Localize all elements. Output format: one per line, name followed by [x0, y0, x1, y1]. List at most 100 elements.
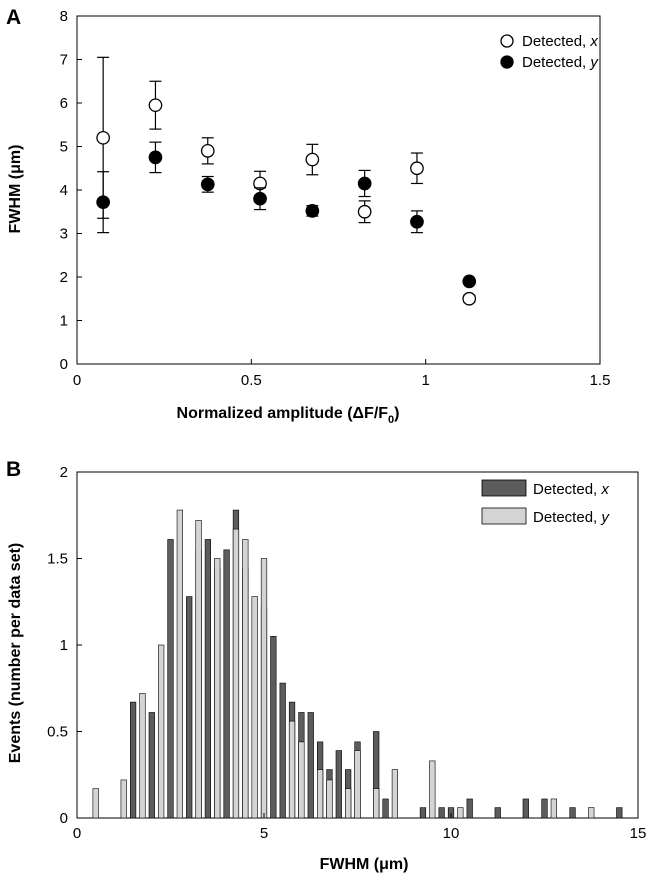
histogram-bar-x: [129, 701, 137, 819]
x-tick-label: 0: [73, 372, 81, 389]
histogram-bar-y: [242, 539, 249, 819]
histogram-bar-y: [588, 807, 595, 819]
histogram-bar-x: [494, 807, 501, 819]
histogram-bar-x: [616, 807, 623, 819]
histogram-bar-y: [158, 644, 165, 819]
panel-a-data-marks: [96, 56, 477, 306]
histogram-bar-x: [223, 549, 230, 819]
data-point-filled: [253, 191, 267, 206]
data-point-filled: [305, 204, 320, 218]
open-circle-marker-icon: [500, 34, 514, 48]
data-point-filled: [357, 176, 372, 191]
data-point-filled: [462, 274, 477, 289]
data-point-open: [96, 130, 111, 145]
histogram-bar-y: [373, 788, 380, 819]
histogram-bar-y: [214, 558, 221, 819]
histogram-bar-x: [382, 798, 389, 819]
x-tick-label: 1.5: [590, 372, 611, 389]
histogram-bar-y: [176, 509, 183, 819]
y-tick-label: 0: [60, 356, 68, 373]
y-tick-label: 8: [60, 8, 68, 25]
panel-a-letter: A: [6, 6, 21, 29]
histogram-bar-y: [232, 528, 240, 819]
histogram-bar-y: [288, 720, 296, 819]
x-tick-label: 1: [421, 372, 429, 389]
histogram-bar-x: [466, 798, 473, 819]
panel-b-legend: Detected, x Detected, y: [481, 479, 610, 526]
histogram-bar-x: [419, 807, 427, 819]
filled-circle-marker-icon: [500, 55, 514, 69]
histogram-bar-y: [92, 788, 99, 819]
histogram-bar-y: [139, 693, 146, 819]
data-point-open: [305, 152, 320, 167]
histogram-bar-y: [251, 596, 258, 819]
histogram-bar-x: [186, 596, 193, 819]
data-point-filled: [148, 150, 163, 165]
histogram-bar-y: [195, 520, 202, 819]
y-tick-label: 0.5: [47, 724, 68, 741]
histogram-bar-x: [279, 682, 286, 819]
panel-b-y-axis-title: Events (number per data set): [7, 543, 24, 764]
x-tick-label: 0.5: [241, 372, 262, 389]
histogram-bar-y: [345, 788, 352, 819]
y-tick-label: 7: [60, 52, 68, 69]
histogram-bar-x: [522, 798, 529, 819]
data-point-filled: [410, 214, 424, 229]
data-point-filled: [200, 177, 215, 192]
panel-b-x-axis-title: FWHM (μm): [320, 856, 409, 873]
histogram-bar-y: [457, 807, 464, 819]
histogram-bar-y: [326, 779, 333, 819]
panel-b-letter: B: [6, 458, 21, 481]
histogram-bar-x: [167, 539, 174, 819]
y-tick-label: 0: [60, 810, 68, 827]
histogram-bar-x: [270, 636, 277, 819]
histogram-bar-x: [204, 539, 212, 819]
data-point-open: [357, 204, 372, 219]
panel-b-legend-swatch-x: [481, 479, 527, 497]
panel-b-y-axis: 0 0.5 1 1.5 2: [47, 464, 82, 827]
panel-a-legend-label-y: Detected, y: [522, 54, 599, 71]
x-tick-label: 15: [630, 825, 647, 842]
y-tick-label: 1: [60, 313, 68, 330]
histogram-bar-y: [298, 741, 305, 819]
y-tick-label: 2: [60, 464, 68, 481]
data-point-open: [200, 144, 215, 158]
data-point-open: [410, 161, 424, 176]
panel-b-bars: [92, 509, 623, 819]
x-tick-label: 5: [260, 825, 268, 842]
histogram-bar-x: [307, 712, 314, 819]
histogram-bar-y: [391, 769, 399, 819]
panel-b-chart: B 0 5 10 15 0 0.5 1 1.5 2 FWHM (μm) Events (num…: [6, 458, 646, 873]
y-tick-label: 6: [60, 95, 68, 112]
histogram-bar-y: [260, 558, 268, 819]
panel-a-x-axis: 0 0.5 1 1.5: [73, 359, 611, 389]
panel-b-legend-label-x: Detected, x: [533, 481, 609, 498]
panel-b-legend-swatch-y: [481, 507, 527, 525]
histogram-bar-y: [550, 798, 557, 819]
histogram-bar-y: [354, 750, 361, 819]
panel-a-y-axis-title: FWHM (μm): [7, 145, 24, 234]
data-point-open: [148, 98, 163, 113]
panel-a-chart: A 0 0.5 1 1.5 0 1 2 3 4 5 6 7 8 Normalized amplitud…: [6, 6, 610, 426]
panel-a-legend: Detected, x Detected, y: [500, 33, 599, 71]
histogram-bar-x: [438, 807, 445, 819]
y-tick-label: 1.5: [47, 551, 68, 568]
y-tick-label: 4: [60, 182, 68, 199]
histogram-bar-y: [429, 760, 436, 819]
panel-b-legend-label-y: Detected, y: [533, 509, 610, 526]
y-tick-label: 5: [60, 139, 68, 156]
y-tick-label: 3: [60, 226, 68, 243]
panel-a-legend-label-x: Detected, x: [522, 33, 598, 50]
histogram-bar-x: [148, 712, 155, 819]
panel-b-x-axis: 0 5 10 15: [73, 813, 647, 842]
panel-a-y-axis: 0 1 2 3 4 5 6 7 8: [60, 8, 82, 373]
histogram-bar-y: [120, 779, 127, 819]
y-tick-label: 2: [60, 269, 68, 286]
histogram-bar-x: [541, 798, 548, 819]
histogram-bar-x: [569, 807, 576, 819]
panel-a-x-axis-title: Normalized amplitude (ΔF/F0): [177, 405, 400, 426]
x-tick-label: 0: [73, 825, 81, 842]
histogram-bar-x: [335, 750, 342, 819]
data-point-open: [462, 291, 477, 306]
